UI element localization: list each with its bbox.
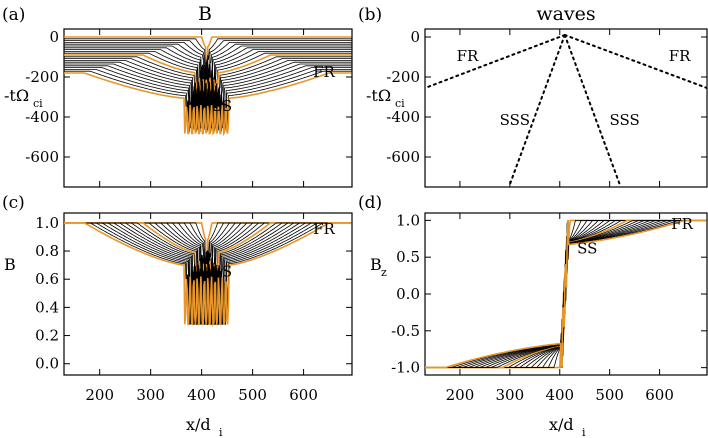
panel-c-ylabel: B — [4, 255, 16, 274]
panel-b-frame — [424, 28, 708, 188]
panel-d-ytick-label: -0.5 — [391, 322, 420, 340]
panel-b-ytick-label: 0 — [410, 28, 420, 46]
panel-a-trace — [64, 61, 352, 123]
panel-b-annotation: SSS — [609, 111, 639, 129]
panel-d-xlabel: x/d i — [549, 415, 586, 438]
panel-d-trace — [425, 220, 707, 368]
panel-c-frame — [63, 212, 353, 376]
panel-c-id: (c) — [2, 193, 25, 213]
panel-c-xtick-label: 300 — [136, 386, 165, 404]
panel-c-ytick-label: 0.0 — [35, 355, 59, 373]
panel-a-ytick-label: -600 — [25, 148, 59, 166]
panel-c-traces — [64, 222, 352, 328]
panel-c-annotation: FR — [313, 220, 335, 238]
panel-b-ytick-label: -200 — [386, 68, 420, 86]
panel-b-ylabel: -tΩ ci — [366, 86, 405, 110]
panel-d-xtick-label: 200 — [446, 386, 475, 404]
panel-a-trace — [64, 63, 352, 125]
panel-d-ytick-label: 1.0 — [396, 211, 420, 229]
panel-c-xlabel: x/d i — [186, 415, 223, 438]
panel-b-axes: 0 -200 -400 -600 — [386, 28, 708, 188]
panel-c-axes: 200 300 400 500 600 0.0 0.2 0.4 0.6 0.8 1.0 — [35, 212, 353, 404]
panel-a: (a) B -tΩ ci — [2, 3, 212, 110]
panel-c-ytick-label: 0.2 — [35, 327, 59, 345]
panel-b-ytick-label: -400 — [386, 108, 420, 126]
panel-c-xlabel-sub: i — [219, 426, 223, 438]
panel-a-ytick-label: -400 — [25, 108, 59, 126]
panel-b-series-fr — [425, 34, 566, 89]
panel-b-annotation: FR — [669, 47, 691, 65]
panel-d-xtick-label: 400 — [545, 386, 574, 404]
panel-a-trace — [64, 40, 352, 93]
panel-b-ytick-label: -600 — [386, 148, 420, 166]
panel-c-ytick-label: 0.6 — [35, 270, 59, 288]
panel-c-trace — [64, 222, 352, 326]
panel-b-title: waves — [536, 3, 595, 25]
panel-a-trace — [64, 36, 352, 87]
panel-c-annotation: SS — [212, 262, 232, 280]
panel-d-xlabel-sub: i — [582, 426, 586, 438]
panel-a-ylabel-main: -tΩ — [4, 86, 29, 105]
panel-c-ytick-label: 1.0 — [35, 214, 59, 232]
panel-d-xlabel-main: x/d — [549, 415, 574, 434]
panel-b-lines — [425, 34, 707, 187]
panel-c-xtick-label: 400 — [187, 386, 216, 404]
panel-a-axes: 0 -200 -400 -600 — [25, 28, 353, 188]
panel-a-trace — [64, 51, 352, 109]
panel-a-annotation: FR — [313, 63, 335, 81]
panel-b-annotation: FR — [457, 47, 479, 65]
panel-d-id: (d) — [358, 193, 382, 213]
panel-c: (c) B x/d i — [2, 193, 223, 438]
panel-a-trace — [64, 72, 352, 137]
panel-b-series-sss — [563, 34, 622, 187]
panel-b-ylabel-sub: ci — [395, 97, 405, 110]
panel-c-xlabel-main: x/d — [186, 415, 211, 434]
panel-d-trace — [425, 220, 707, 368]
panel-c-ytick-label: 0.8 — [35, 242, 59, 260]
panel-a-annotation: SS — [212, 97, 232, 115]
panel-d-annotation: SS — [577, 240, 597, 258]
panel-d-ytick-label: 0.0 — [396, 285, 420, 303]
panel-d-traces — [425, 219, 707, 369]
panel-b-ylabel-main: -tΩ — [366, 86, 391, 105]
panel-d-annotation: FR — [671, 215, 693, 233]
panel-d-xtick-label: 500 — [595, 386, 624, 404]
panel-a-ytick-label: -200 — [25, 68, 59, 86]
panel-d-ytick-label: -1.0 — [391, 359, 420, 377]
panel-a-frame — [63, 28, 353, 188]
panel-b-series-sss — [507, 34, 566, 187]
panel-b-series-fr — [563, 34, 707, 89]
panel-a-traces — [64, 36, 352, 137]
panel-a-id: (a) — [2, 5, 25, 25]
panel-c-xtick-label: 200 — [85, 386, 114, 404]
panel-d: (d) B z x/d i — [358, 193, 586, 438]
panel-b-id: (b) — [358, 5, 382, 25]
panel-c-trace — [64, 222, 352, 328]
panel-d-xtick-label: 300 — [496, 386, 525, 404]
panel-a-trace — [64, 69, 352, 132]
panel-d-trace — [425, 219, 707, 369]
panel-a-ylabel: -tΩ ci — [4, 86, 43, 110]
panel-d-xtick-label: 600 — [645, 386, 674, 404]
panel-d-axes: 200 300 400 500 600 1.0 0.5 0.0 -0.5 -1.0 — [391, 211, 708, 404]
panel-d-ytick-label: 0.5 — [396, 248, 420, 266]
panel-c-xtick-label: 500 — [238, 386, 267, 404]
panel-d-ylabel: B z — [370, 255, 387, 279]
panel-c-ytick-label: 0.4 — [35, 298, 59, 316]
panel-b-annotation: SSS — [500, 111, 530, 129]
panel-b: (b) waves -tΩ ci — [358, 3, 596, 110]
panel-d-ylabel-main: B — [370, 255, 382, 274]
panel-d-ylabel-sub: z — [381, 266, 387, 279]
panel-c-xtick-label: 600 — [289, 386, 318, 404]
panel-a-ylabel-sub: ci — [33, 97, 43, 110]
panel-a-title: B — [198, 3, 212, 25]
panel-a-trace — [64, 38, 352, 91]
panel-a-ytick-label: 0 — [49, 28, 59, 46]
